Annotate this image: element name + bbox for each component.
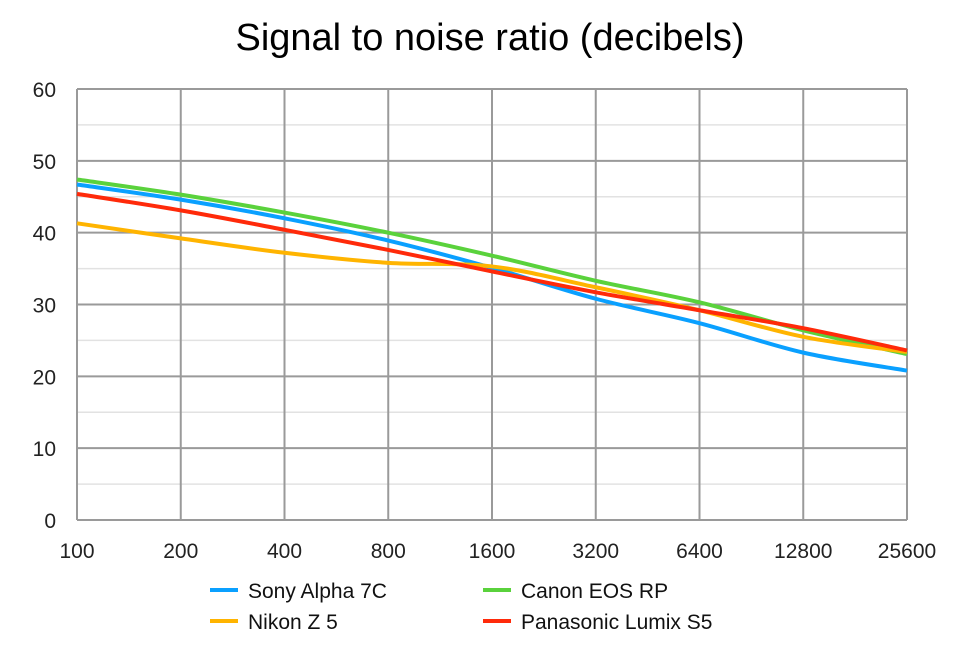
legend-label: Canon EOS RP xyxy=(521,580,668,603)
x-tick-label: 25600 xyxy=(878,540,936,563)
y-tick-label: 10 xyxy=(33,438,56,461)
legend-label: Panasonic Lumix S5 xyxy=(521,611,712,634)
x-tick-label: 12800 xyxy=(774,540,832,563)
x-tick-label: 200 xyxy=(163,540,198,563)
legend-label: Sony Alpha 7C xyxy=(248,580,387,603)
y-tick-label: 0 xyxy=(44,510,56,533)
legend-label: Nikon Z 5 xyxy=(248,611,338,634)
y-tick-label: 20 xyxy=(33,366,56,389)
x-tick-label: 100 xyxy=(59,540,94,563)
x-tick-label: 1600 xyxy=(469,540,516,563)
x-tick-label: 6400 xyxy=(676,540,723,563)
series-line-nikon-z-5 xyxy=(76,221,908,354)
series-line-panasonic-lumix-s5 xyxy=(76,191,908,353)
x-tick-label: 800 xyxy=(371,540,406,563)
y-tick-label: 30 xyxy=(33,295,56,318)
y-tick-label: 60 xyxy=(33,79,56,102)
y-tick-label: 40 xyxy=(33,223,56,246)
x-tick-label: 3200 xyxy=(572,540,619,563)
chart-title: Signal to noise ratio (decibels) xyxy=(235,17,744,59)
y-tick-label: 50 xyxy=(33,151,56,174)
x-tick-label: 400 xyxy=(267,540,302,563)
